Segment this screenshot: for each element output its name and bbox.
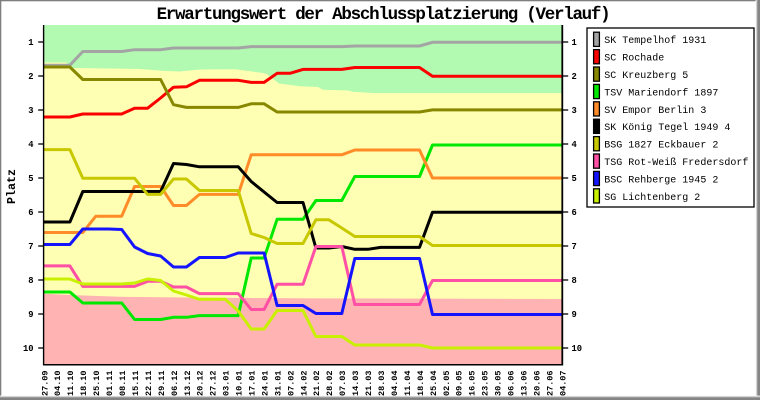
- svg-text:11.04: 11.04: [403, 370, 413, 396]
- svg-text:16.05: 16.05: [468, 370, 478, 396]
- svg-text:SC Kreuzberg 5: SC Kreuzberg 5: [604, 70, 688, 82]
- svg-text:13.06: 13.06: [519, 370, 529, 396]
- svg-text:4: 4: [572, 140, 578, 150]
- svg-text:5: 5: [28, 174, 33, 184]
- svg-text:2: 2: [572, 72, 577, 82]
- svg-text:22.11: 22.11: [144, 370, 154, 396]
- svg-text:29.11: 29.11: [157, 370, 167, 396]
- svg-text:8: 8: [572, 276, 577, 286]
- svg-text:24.01: 24.01: [260, 370, 270, 396]
- svg-text:TSG Rot-Weiß Fredersdorf: TSG Rot-Weiß Fredersdorf: [604, 157, 748, 169]
- svg-text:6: 6: [572, 208, 577, 218]
- svg-text:31.01: 31.01: [273, 370, 283, 396]
- svg-text:7: 7: [572, 242, 577, 252]
- svg-text:BSC Rehberge 1945 2: BSC Rehberge 1945 2: [604, 174, 718, 186]
- svg-text:04.04: 04.04: [390, 370, 400, 396]
- svg-text:07.03: 07.03: [338, 370, 348, 396]
- svg-text:Platz: Platz: [5, 169, 19, 204]
- svg-text:07.02: 07.02: [286, 370, 296, 396]
- svg-text:17.01: 17.01: [248, 370, 258, 396]
- svg-text:7: 7: [28, 242, 33, 252]
- svg-text:27.09: 27.09: [40, 370, 50, 396]
- svg-text:TSV Mariendorf 1897: TSV Mariendorf 1897: [604, 87, 718, 99]
- svg-text:10: 10: [572, 344, 583, 354]
- svg-text:SK König Tegel 1949 4: SK König Tegel 1949 4: [604, 122, 730, 134]
- svg-text:15.11: 15.11: [131, 370, 141, 396]
- svg-text:02.05: 02.05: [442, 370, 452, 396]
- svg-text:4: 4: [28, 140, 34, 150]
- svg-text:10: 10: [23, 344, 34, 354]
- svg-text:3: 3: [28, 106, 33, 116]
- svg-text:18.04: 18.04: [416, 370, 426, 396]
- svg-text:SG Lichtenberg 2: SG Lichtenberg 2: [604, 192, 700, 204]
- svg-text:8: 8: [28, 276, 33, 286]
- svg-text:04.07: 04.07: [558, 370, 568, 396]
- svg-text:13.12: 13.12: [183, 370, 193, 396]
- svg-text:Erwartungswert der Abschlusspl: Erwartungswert der Abschlussplatzierung …: [157, 5, 610, 25]
- svg-text:23.05: 23.05: [481, 370, 491, 396]
- svg-text:10.01: 10.01: [235, 370, 245, 396]
- svg-text:2: 2: [28, 72, 33, 82]
- svg-text:SK Tempelhof 1931: SK Tempelhof 1931: [604, 35, 706, 47]
- svg-text:20.12: 20.12: [196, 370, 206, 396]
- svg-text:01.11: 01.11: [105, 370, 115, 396]
- svg-text:08.11: 08.11: [118, 370, 128, 396]
- svg-text:21.03: 21.03: [364, 370, 374, 396]
- svg-text:6: 6: [28, 208, 33, 218]
- svg-text:06.12: 06.12: [170, 370, 180, 396]
- svg-text:1: 1: [572, 38, 577, 48]
- svg-text:28.02: 28.02: [325, 370, 335, 396]
- svg-text:06.06: 06.06: [507, 370, 517, 396]
- svg-text:04.10: 04.10: [53, 370, 63, 396]
- svg-text:9: 9: [28, 310, 33, 320]
- svg-text:20.06: 20.06: [532, 370, 542, 396]
- svg-text:03.01: 03.01: [222, 370, 232, 396]
- svg-text:25.04: 25.04: [429, 370, 439, 396]
- svg-text:BSG 1827 Eckbauer 2: BSG 1827 Eckbauer 2: [604, 140, 718, 152]
- svg-text:14.03: 14.03: [351, 370, 361, 396]
- svg-text:SV Empor Berlin 3: SV Empor Berlin 3: [604, 105, 706, 117]
- svg-text:3: 3: [572, 106, 577, 116]
- svg-text:30.05: 30.05: [494, 370, 504, 396]
- svg-text:11.10: 11.10: [66, 370, 76, 396]
- svg-text:9: 9: [572, 310, 577, 320]
- svg-text:25.10: 25.10: [92, 370, 102, 396]
- svg-text:21.02: 21.02: [312, 370, 322, 396]
- svg-text:14.02: 14.02: [299, 370, 309, 396]
- svg-text:18.10: 18.10: [79, 370, 89, 396]
- svg-text:1: 1: [28, 38, 33, 48]
- svg-text:28.03: 28.03: [377, 370, 387, 396]
- svg-text:27.12: 27.12: [209, 370, 219, 396]
- svg-text:27.06: 27.06: [545, 370, 555, 396]
- svg-text:SC Rochade: SC Rochade: [604, 53, 664, 65]
- svg-text:09.05: 09.05: [455, 370, 465, 396]
- svg-text:5: 5: [572, 174, 577, 184]
